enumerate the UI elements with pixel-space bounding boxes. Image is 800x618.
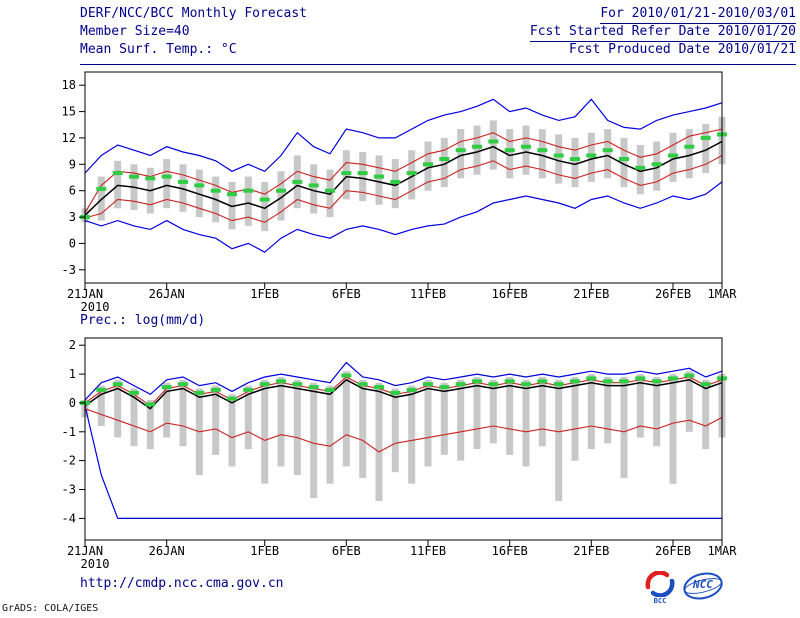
header-row-2: Member Size=40 Fcst Started Refer Date 2… [80, 24, 796, 42]
svg-text:-2: -2 [62, 454, 76, 468]
svg-text:26FEB: 26FEB [655, 544, 691, 558]
svg-text:0: 0 [69, 236, 76, 250]
bcc-swirl-red [645, 571, 670, 590]
fcst-produced-date: Fcst Produced Date 2010/01/21 [569, 42, 796, 57]
bcc-logo-label: BCC [653, 597, 667, 605]
svg-text:9: 9 [69, 157, 76, 171]
grads-stamp: GrADS: COLA/IGES [2, 603, 99, 614]
svg-text:1FEB: 1FEB [250, 287, 279, 301]
header-divider [80, 64, 796, 65]
member-size: Member Size=40 [80, 24, 190, 39]
svg-text:1MAR: 1MAR [708, 287, 738, 301]
bcc-logo [645, 571, 675, 597]
svg-text:3: 3 [69, 210, 76, 224]
ncc-logo [683, 572, 723, 600]
svg-text:16FEB: 16FEB [492, 544, 528, 558]
header-row-3: Mean Surf. Temp.: °C Fcst Produced Date … [80, 42, 796, 57]
svg-text:21FEB: 21FEB [573, 544, 609, 558]
svg-text:16FEB: 16FEB [492, 287, 528, 301]
svg-text:1FEB: 1FEB [250, 544, 279, 558]
page-title: DERF/NCC/BCC Monthly Forecast [80, 6, 307, 21]
svg-text:18: 18 [62, 78, 76, 92]
svg-text:-1: -1 [62, 425, 76, 439]
svg-text:2010: 2010 [81, 300, 110, 314]
svg-text:11FEB: 11FEB [410, 287, 446, 301]
svg-text:26JAN: 26JAN [149, 544, 185, 558]
svg-text:15: 15 [62, 105, 76, 119]
svg-text:21FEB: 21FEB [573, 287, 609, 301]
forecast-period: For 2010/01/21-2010/03/01 [600, 6, 796, 24]
svg-text:2010: 2010 [81, 557, 110, 571]
svg-text:21JAN: 21JAN [67, 287, 103, 301]
svg-text:6: 6 [69, 184, 76, 198]
temp-chart-title: Mean Surf. Temp.: °C [80, 42, 237, 57]
svg-text:-3: -3 [62, 483, 76, 497]
ncc-logo-label: NCC [693, 578, 713, 591]
header-row-1: DERF/NCC/BCC Monthly Forecast For 2010/0… [80, 6, 796, 24]
svg-text:6FEB: 6FEB [332, 544, 361, 558]
svg-text:-4: -4 [62, 511, 76, 525]
svg-text:21JAN: 21JAN [67, 544, 103, 558]
ncc-globe-band-ellipse [684, 578, 722, 594]
svg-text:26JAN: 26JAN [149, 287, 185, 301]
svg-text:12: 12 [62, 131, 76, 145]
svg-text:26FEB: 26FEB [655, 287, 691, 301]
svg-text:0: 0 [69, 396, 76, 410]
svg-text:6FEB: 6FEB [332, 287, 361, 301]
svg-text:1MAR: 1MAR [708, 544, 738, 558]
bcc-swirl-blue [650, 578, 675, 597]
precip-chart: 2 1 0 -1 -2 -3 -4 21JAN 26JAN 1FEB 6FEB 11FEB 16FEB 2… [62, 337, 738, 571]
temp-chart: 18 15 12 9 6 3 0 -3 21JAN 26JAN 1FEB 6FEB 11FEB 16FEB… [62, 71, 738, 314]
svg-text:-3: -3 [62, 263, 76, 277]
fcst-refer-date: Fcst Started Refer Date 2010/01/20 [529, 24, 796, 42]
svg-text:11FEB: 11FEB [410, 544, 446, 558]
svg-text:1: 1 [69, 367, 76, 381]
svg-text:2: 2 [69, 338, 76, 352]
precip-chart-title: Prec.: log(mm/d) [80, 313, 206, 328]
footer-url: http://cmdp.ncc.cma.gov.cn [80, 576, 284, 591]
